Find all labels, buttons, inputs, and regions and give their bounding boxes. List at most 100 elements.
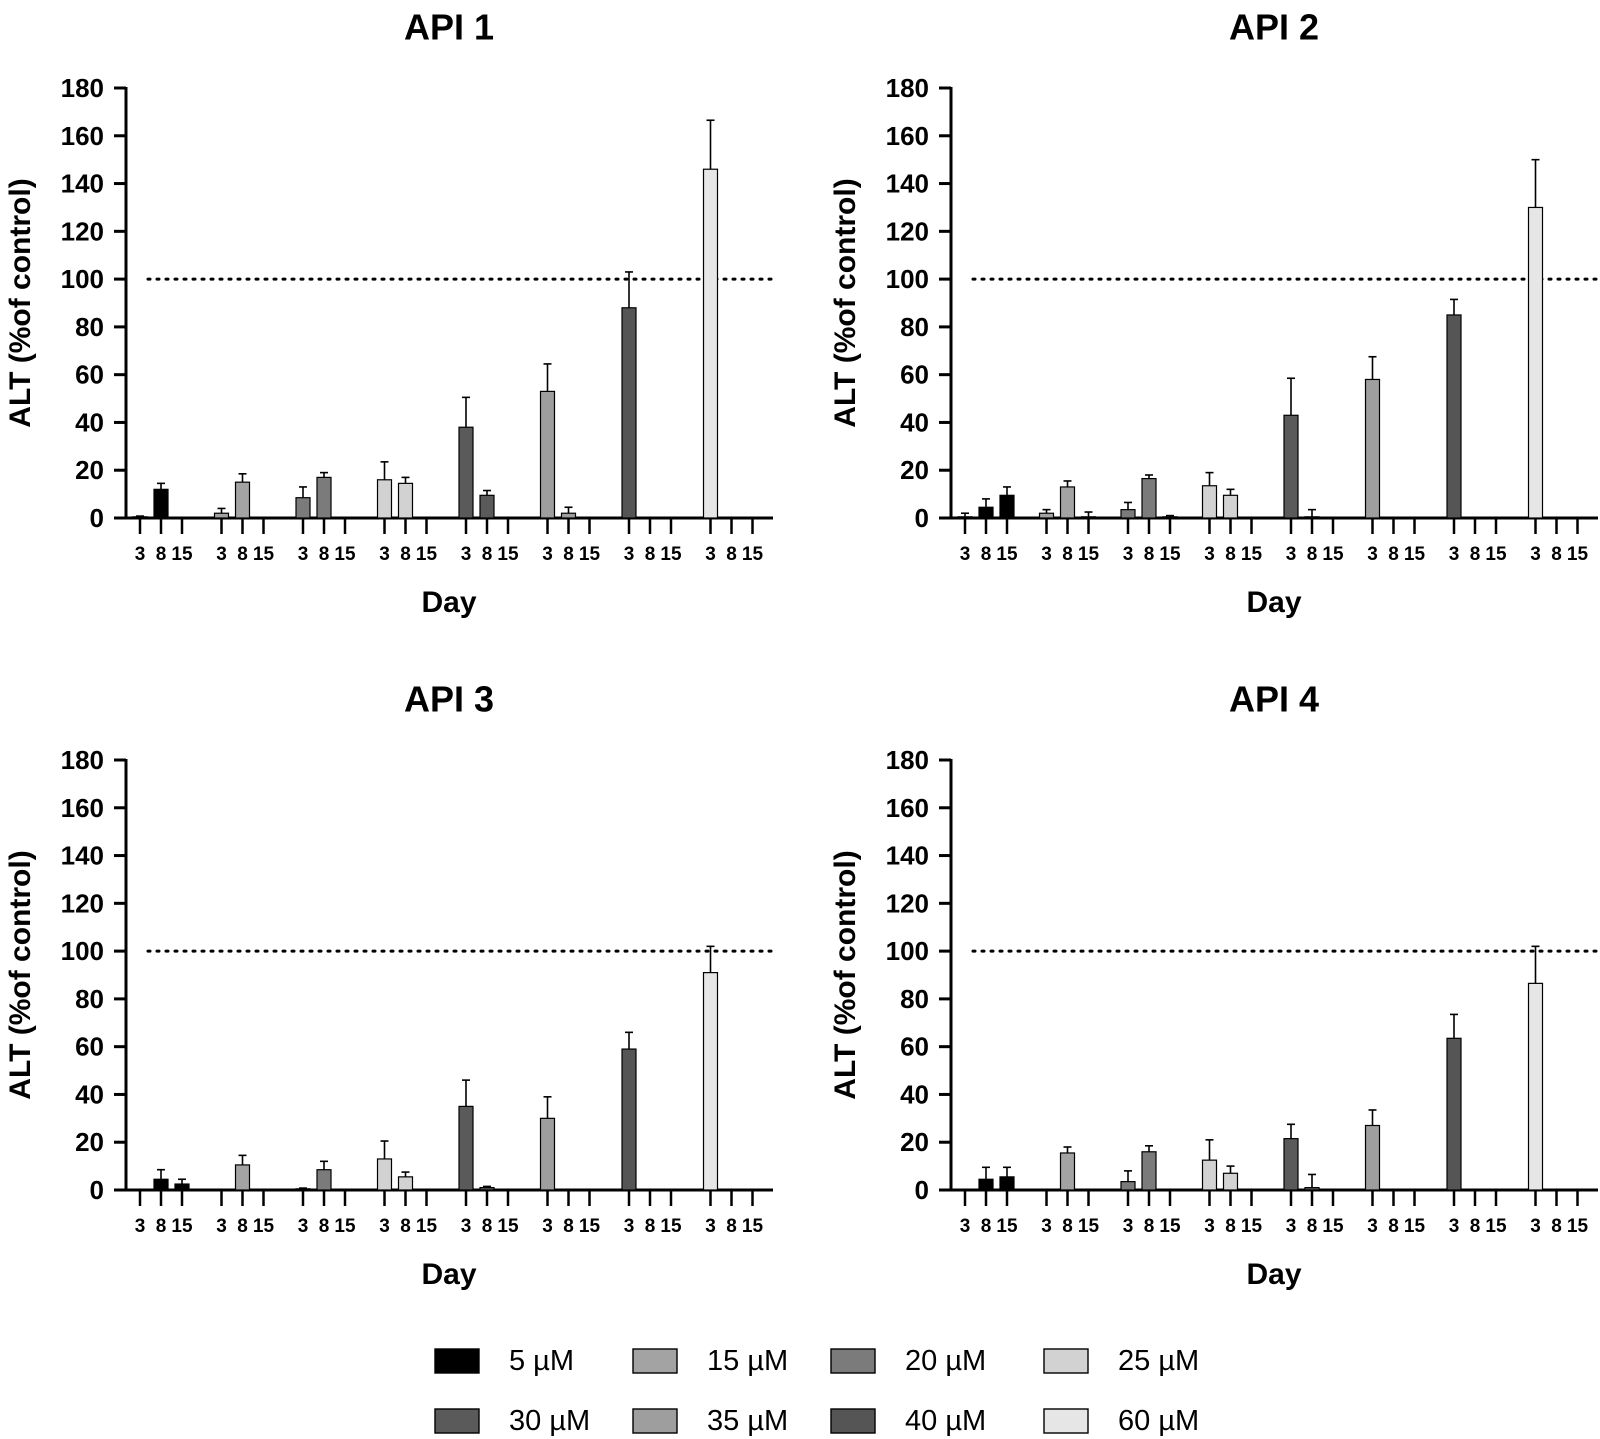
x-tick-label: 8 <box>1225 544 1236 565</box>
x-tick-label: 15 <box>334 1216 356 1237</box>
x-axis-label: Day <box>1246 1258 1301 1291</box>
chart-panel-4: API 4 ALT (%of control) Day 0 20 40 60 80 100 120… <box>829 679 1600 1291</box>
x-tick-label: 3 <box>1530 1216 1541 1237</box>
legend-item: 60 µM <box>1043 1405 1199 1437</box>
legend-label: 40 µM <box>905 1405 986 1437</box>
x-tick-label: 8 <box>1062 1216 1073 1237</box>
x-tick-label: 8 <box>156 544 167 565</box>
y-tick-label: 180 <box>61 745 104 775</box>
x-tick-label: 3 <box>542 544 553 565</box>
legend-swatch <box>1043 1348 1089 1374</box>
x-tick-label: 3 <box>135 1216 146 1237</box>
bar <box>621 1048 637 1191</box>
x-tick-label: 3 <box>542 1216 553 1237</box>
x-tick-label: 8 <box>563 544 574 565</box>
bar <box>376 479 393 519</box>
bar <box>1364 1124 1381 1191</box>
y-tick-label: 0 <box>90 1175 104 1205</box>
x-tick-label: 15 <box>1322 1216 1344 1237</box>
bar <box>1120 1181 1136 1191</box>
x-tick-label: 15 <box>497 1216 519 1237</box>
x-tick-label: 8 <box>237 1216 248 1237</box>
x-tick-label: 3 <box>1367 544 1378 565</box>
x-tick-label: 8 <box>563 1216 574 1237</box>
x-tick-label: 15 <box>742 1216 764 1237</box>
y-tick-label: 140 <box>61 841 104 871</box>
bar <box>234 1164 251 1191</box>
bar <box>999 1176 1015 1191</box>
bar <box>316 476 332 519</box>
x-tick-label: 8 <box>981 544 992 565</box>
x-tick-label: 15 <box>1485 544 1507 565</box>
x-tick-label: 3 <box>1449 1216 1460 1237</box>
x-tick-label: 3 <box>1204 1216 1215 1237</box>
bar <box>479 1187 495 1191</box>
bar <box>174 1183 190 1191</box>
y-tick-label: 0 <box>90 503 104 533</box>
bar <box>316 1169 332 1191</box>
bar <box>1304 516 1320 519</box>
x-tick-label: 3 <box>298 544 309 565</box>
bar <box>1283 414 1299 519</box>
x-tick-label: 3 <box>1123 1216 1134 1237</box>
x-tick-label: 15 <box>1159 544 1181 565</box>
legend-item: 15 µM <box>632 1345 788 1377</box>
x-tick-label: 3 <box>624 1216 635 1237</box>
x-tick-label: 15 <box>1241 544 1263 565</box>
bar <box>1162 516 1178 519</box>
bar <box>999 494 1015 519</box>
bar <box>702 972 719 1191</box>
x-axis-label: Day <box>1246 586 1301 619</box>
bar <box>458 1105 474 1191</box>
y-tick-label: 120 <box>61 888 104 918</box>
x-tick-label: 15 <box>1567 1216 1589 1237</box>
legend-item: 20 µM <box>830 1345 986 1377</box>
y-tick-label: 140 <box>886 169 929 199</box>
chart-panel-2: API 2 ALT (%of control) Day 0 20 40 60 80 100 120… <box>829 7 1600 619</box>
bar <box>539 390 556 519</box>
legend-label: 15 µM <box>707 1345 788 1377</box>
legend-swatch <box>434 1408 480 1434</box>
x-tick-label: 3 <box>135 544 146 565</box>
x-tick-label: 8 <box>981 1216 992 1237</box>
bar <box>1222 1172 1239 1191</box>
x-tick-label: 8 <box>1144 544 1155 565</box>
bar <box>539 1117 556 1191</box>
x-tick-label: 8 <box>1307 1216 1318 1237</box>
bar <box>1527 982 1544 1191</box>
x-tick-label: 15 <box>416 544 438 565</box>
x-tick-label: 15 <box>579 1216 601 1237</box>
bar <box>1059 1152 1076 1191</box>
x-tick-label: 15 <box>253 544 275 565</box>
bar <box>295 1188 311 1191</box>
y-tick-label: 40 <box>900 1079 929 1109</box>
x-tick-label: 3 <box>705 544 716 565</box>
y-tick-label: 120 <box>61 216 104 246</box>
bar <box>1120 509 1136 519</box>
y-tick-label: 160 <box>61 121 104 151</box>
x-tick-label: 3 <box>379 544 390 565</box>
bar <box>702 168 719 519</box>
bar <box>295 497 311 519</box>
x-tick-label: 8 <box>1225 1216 1236 1237</box>
x-tick-label: 3 <box>461 544 472 565</box>
bar <box>234 481 251 519</box>
x-tick-label: 15 <box>171 1216 193 1237</box>
y-tick-label: 20 <box>900 455 929 485</box>
x-tick-label: 8 <box>400 1216 411 1237</box>
y-axis-label: ALT (%of control) <box>829 178 862 427</box>
legend-swatch <box>632 1408 678 1434</box>
bar <box>1304 1187 1320 1191</box>
x-tick-label: 15 <box>1404 544 1426 565</box>
legend-swatch <box>830 1408 876 1434</box>
y-tick-label: 120 <box>886 888 929 918</box>
x-tick-label: 3 <box>1286 544 1297 565</box>
panel-title: API 2 <box>1229 7 1319 48</box>
y-tick-label: 40 <box>75 1079 104 1109</box>
bar <box>1222 494 1239 519</box>
y-axis-label: ALT (%of control) <box>4 178 37 427</box>
x-tick-label: 15 <box>996 1216 1018 1237</box>
x-tick-label: 3 <box>298 1216 309 1237</box>
x-tick-label: 3 <box>379 1216 390 1237</box>
x-tick-label: 3 <box>960 544 971 565</box>
